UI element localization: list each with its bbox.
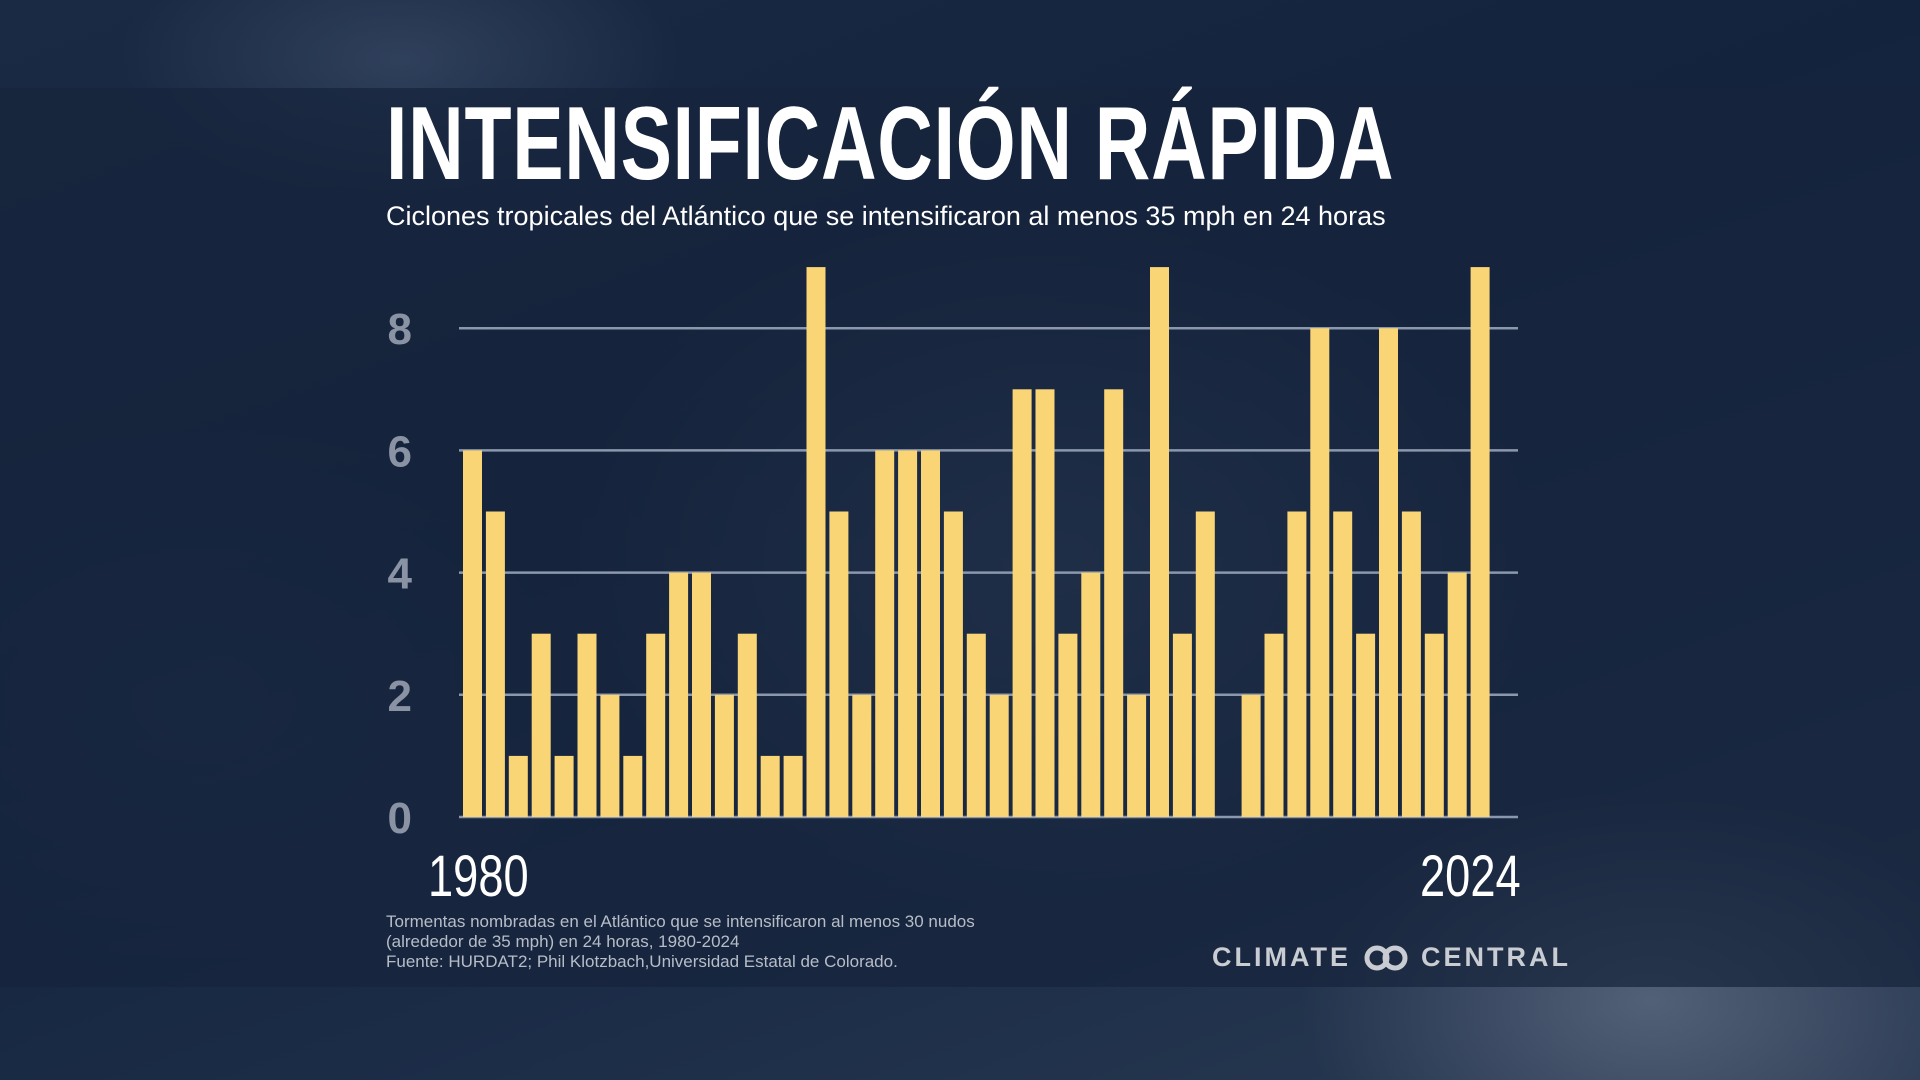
bar-1999 <box>898 450 918 817</box>
bar-1992 <box>737 633 757 817</box>
footnote-line: (alrededor de 35 mph) en 24 horas, 1980-… <box>386 932 740 951</box>
footnote: Tormentas nombradas en el Atlántico que … <box>386 912 1146 972</box>
bar-2022 <box>1424 633 1444 817</box>
bar-1991 <box>714 694 734 817</box>
bar-1994 <box>783 755 803 817</box>
bar-2000 <box>921 450 940 817</box>
y-tick-label: 4 <box>388 550 413 599</box>
bar-1998 <box>875 450 895 817</box>
bar-2012 <box>1195 511 1215 817</box>
bar-1988 <box>646 633 666 817</box>
bar-2008 <box>1104 389 1124 817</box>
bar-1997 <box>852 694 872 817</box>
bar-2021 <box>1401 511 1421 817</box>
bar-2009 <box>1127 694 1147 817</box>
bar-2007 <box>1081 572 1101 817</box>
bar-2006 <box>1058 633 1078 817</box>
bar-1993 <box>760 755 780 817</box>
bar-1995 <box>806 267 826 818</box>
footnote-source: Fuente: HURDAT2; Phil Klotzbach,Universi… <box>386 952 898 971</box>
climate-central-logo: CLIMATE CENTRAL <box>1212 944 1571 971</box>
y-tick-label: 6 <box>388 427 412 476</box>
y-tick-label: 0 <box>388 794 412 843</box>
bar-2017 <box>1310 328 1330 817</box>
bar-1989 <box>669 572 689 817</box>
logo-text-right: CENTRAL <box>1420 942 1571 972</box>
bar-2016 <box>1287 511 1307 817</box>
chart-title: INTENSIFICACIÓN RÁPIDA <box>386 86 1395 202</box>
bar-2024 <box>1470 267 1490 818</box>
bar-1987 <box>623 755 643 817</box>
bar-1980 <box>463 450 482 817</box>
bar-2020 <box>1379 328 1398 817</box>
x-tick-first: 1980 <box>428 844 529 909</box>
bar-2018 <box>1333 511 1353 817</box>
footnote-line: Tormentas nombradas en el Atlántico que … <box>386 912 975 931</box>
bar-1990 <box>692 572 711 817</box>
bar-2014 <box>1241 694 1261 817</box>
bar-2019 <box>1356 633 1376 817</box>
linked-circles-icon <box>1364 945 1408 970</box>
y-tick-label: 8 <box>388 305 412 354</box>
bar-1981 <box>485 511 505 817</box>
bar-1984 <box>554 755 574 817</box>
bar-2015 <box>1264 633 1284 817</box>
y-tick-label: 2 <box>388 672 412 721</box>
bar-1985 <box>577 633 597 817</box>
bar-1983 <box>531 633 551 817</box>
bar-2002 <box>966 633 986 817</box>
logo-text-left: CLIMATE <box>1212 942 1351 972</box>
bar-2004 <box>1012 389 1032 817</box>
bar-1986 <box>600 694 620 817</box>
x-tick-last: 2024 <box>1420 844 1521 909</box>
bar-2011 <box>1172 633 1192 817</box>
bar-1982 <box>508 755 528 817</box>
bar-1996 <box>829 511 849 817</box>
bar-2003 <box>989 694 1009 817</box>
bar-2001 <box>943 511 963 817</box>
chart-subtitle: Ciclones tropicales del Atlántico que se… <box>386 201 1386 231</box>
bar-2005 <box>1035 389 1055 817</box>
bar-2010 <box>1150 267 1169 818</box>
bar-2023 <box>1447 572 1467 817</box>
